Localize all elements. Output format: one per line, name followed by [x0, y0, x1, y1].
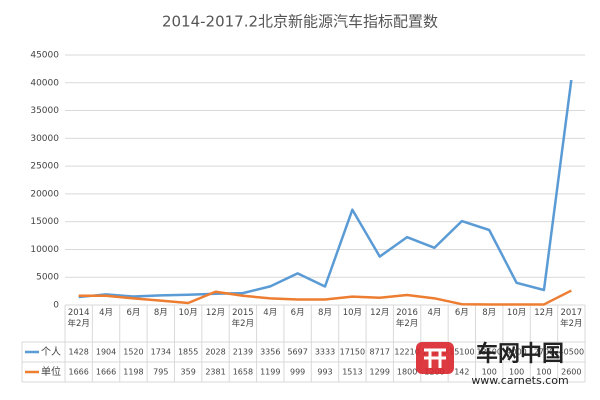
table-value: 1734: [151, 348, 171, 357]
table-value: 2139: [233, 348, 253, 357]
x-tick-label-box: 2014年2月: [67, 308, 90, 329]
x-tick-label: 2014年2月: [67, 308, 90, 329]
table-value: 1520: [123, 348, 143, 357]
table-value: 3333: [315, 348, 335, 357]
y-tick-label: 25000: [30, 162, 59, 172]
y-tick-label: 35000: [30, 106, 59, 116]
x-tick-label: 4月: [427, 308, 442, 318]
x-tick-label-box: 4月: [263, 308, 278, 318]
table-value: 100: [482, 368, 497, 377]
watermark-brand: 车网中国: [476, 341, 564, 367]
x-tick-label-box: 2017年2月: [560, 308, 583, 329]
x-tick-label-box: 4月: [99, 308, 113, 318]
x-tick-label-box: 6月: [126, 308, 141, 318]
x-tick-label: 12月: [534, 308, 554, 318]
table-value: 8717: [370, 348, 390, 357]
x-tick-label: 12月: [370, 308, 390, 318]
x-tick-label-box: 8月: [482, 308, 497, 318]
x-tick-label-box: 6月: [290, 308, 305, 318]
x-tick-label: 8月: [318, 308, 332, 318]
watermark-url: www.carnets.com: [471, 374, 568, 387]
series-line: [78, 289, 572, 306]
table-value: 1428: [69, 348, 89, 357]
x-tick-label: 2016年2月: [395, 308, 419, 329]
x-tick-label-box: 10月: [178, 308, 198, 318]
table-value: 1666: [69, 368, 89, 377]
table-value: 359: [181, 368, 196, 377]
table-value: 100: [509, 368, 524, 377]
table-value: 2381: [205, 368, 225, 377]
table-value: 13500: [476, 348, 501, 357]
x-tick-label: 10月: [178, 308, 198, 318]
legend-label: 单位: [41, 365, 61, 378]
y-tick-label: 0: [53, 301, 59, 311]
table-value: 1658: [233, 368, 253, 377]
y-tick-label: 40000: [30, 78, 59, 88]
y-tick-label: 20000: [30, 189, 59, 199]
x-tick-label-box: 12月: [534, 308, 554, 318]
x-tick-label: 12月: [205, 308, 226, 318]
x-tick-label-box: 6月: [454, 308, 469, 318]
x-tick-label-box: 2015年2月: [231, 308, 255, 329]
legend-label: 个人: [41, 346, 61, 358]
table-value: 3356: [260, 348, 280, 357]
table-value: 993: [317, 368, 332, 377]
x-tick-label: 2015年2月: [231, 308, 255, 329]
x-tick-label-box: 10月: [506, 308, 527, 318]
y-tick-label: 10000: [30, 245, 59, 255]
x-tick-label: 2017年2月: [560, 308, 583, 329]
table-value: 1800: [397, 368, 417, 377]
x-tick-label-box: 10月: [342, 308, 363, 318]
table-value: 15100: [449, 348, 474, 357]
y-tick-label: 45000: [30, 51, 59, 61]
x-tick-label: 6月: [454, 308, 469, 318]
x-tick-label: 6月: [290, 308, 305, 318]
table-value: 1513: [342, 368, 362, 377]
watermark: 车网中国 www.carnets.com: [416, 341, 569, 387]
x-tick-label-box: 4月: [427, 308, 442, 318]
table-value: 1299: [370, 368, 390, 377]
table-value: 1904: [96, 348, 116, 357]
series-line: [78, 79, 573, 299]
table-value: 2700: [534, 348, 554, 357]
table-value: 999: [290, 368, 305, 377]
y-tick-label: 30000: [30, 134, 59, 144]
table-value: 4000: [506, 348, 526, 357]
x-tick-label: 10月: [342, 308, 363, 318]
x-tick-label-box: 2016年2月: [395, 308, 419, 329]
table-value: 17150: [340, 348, 365, 357]
x-tick-label: 4月: [99, 308, 113, 318]
table-value: 1855: [178, 348, 198, 357]
x-tick-label: 10月: [506, 308, 527, 318]
x-tick-label: 8月: [153, 308, 168, 318]
table-value: 142: [454, 368, 469, 377]
table-value: 12210: [394, 348, 419, 357]
table-value: 5697: [287, 348, 307, 357]
watermark-logo-mark: [424, 348, 446, 368]
table-value: 40500: [559, 348, 584, 357]
y-tick-label: 5000: [36, 273, 59, 283]
chart-title: 2014-2017.2北京新能源汽车指标配置数: [162, 13, 438, 31]
x-tick-label-box: 12月: [370, 308, 390, 318]
table-value: 795: [153, 368, 168, 377]
table-value: 2600: [561, 368, 581, 377]
x-tick-label-box: 12月: [205, 308, 226, 318]
table-value: 1199: [260, 368, 280, 377]
table-value: 1198: [123, 368, 143, 377]
y-tick-label: 15000: [30, 217, 59, 227]
table-value: 2028: [205, 348, 225, 357]
x-tick-label: 4月: [263, 308, 278, 318]
table-value: 1666: [96, 368, 116, 377]
table-value: 100: [536, 368, 551, 377]
x-tick-label-box: 8月: [318, 308, 332, 318]
x-tick-label-box: 8月: [153, 308, 168, 318]
x-tick-label: 8月: [482, 308, 497, 318]
x-tick-label: 6月: [126, 308, 141, 318]
